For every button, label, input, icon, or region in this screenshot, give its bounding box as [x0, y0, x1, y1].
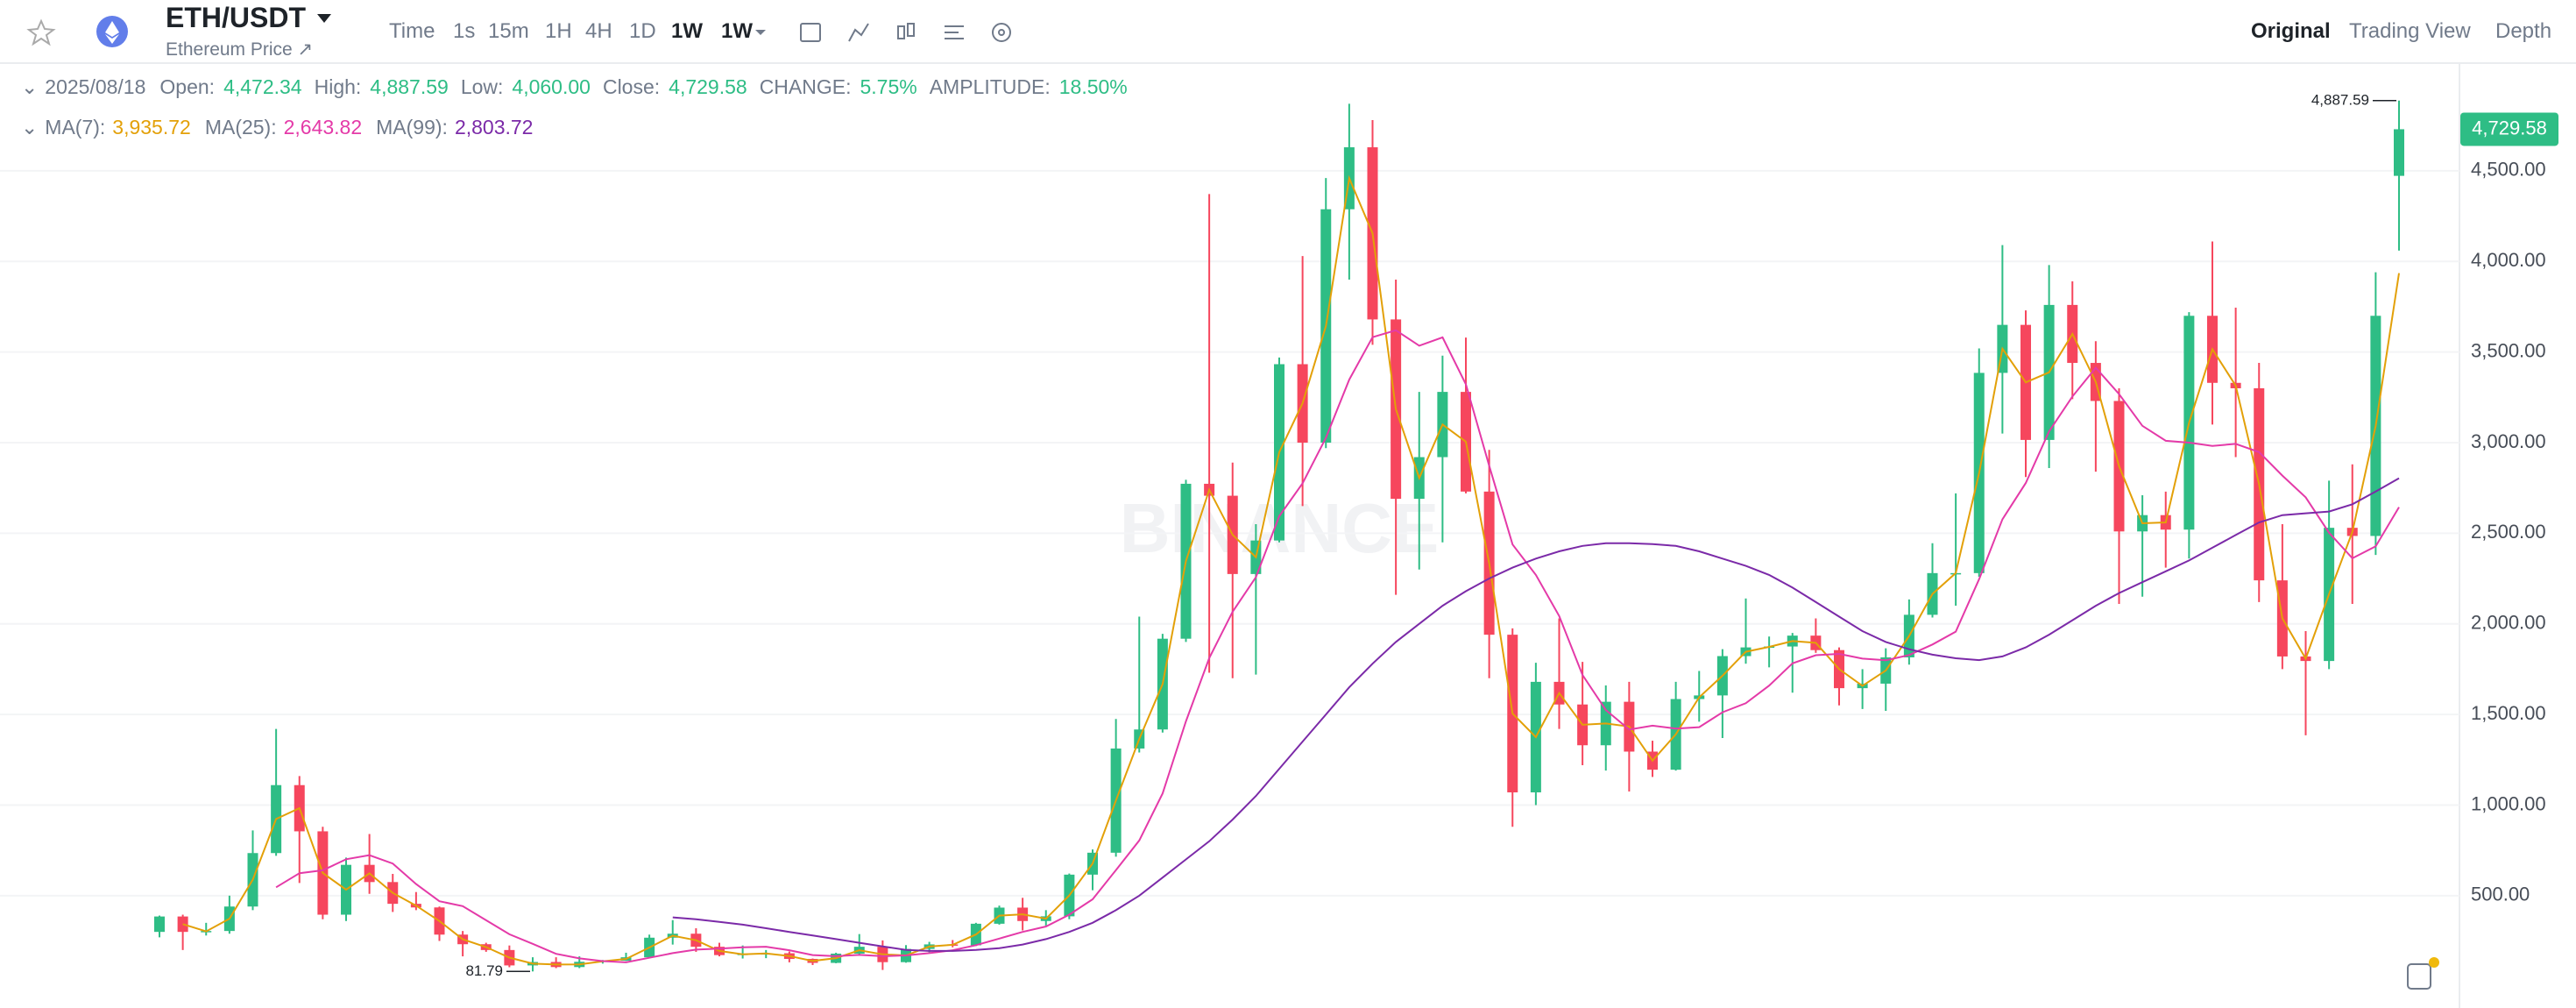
interval-select[interactable]: 1W	[721, 19, 753, 43]
icon-settings[interactable]	[998, 29, 1005, 36]
interval[interactable]: 1D	[629, 19, 656, 43]
collapse-icon[interactable]: ⌄	[21, 75, 39, 98]
legend-name: MA(99):	[376, 116, 448, 138]
info-value: 4,729.58	[669, 75, 747, 98]
info-value: 5.75%	[860, 75, 917, 98]
legend-value: 3,935.72	[112, 116, 191, 138]
candle-body	[154, 916, 165, 933]
icon-indicators[interactable]	[848, 23, 869, 42]
symbol-dropdown[interactable]	[317, 14, 331, 23]
y-tick-label: 500.00	[2471, 884, 2530, 905]
info-value: 4,887.59	[370, 75, 449, 98]
interval[interactable]: 1H	[545, 19, 572, 43]
info-label: High:	[314, 75, 362, 98]
ma-legend: ⌄ MA(7): 3,935.72 MA(25): 2,643.82 MA(99): 2,…	[21, 116, 547, 139]
y-tick-label: 3,500.00	[2471, 339, 2546, 361]
interval[interactable]: Time	[389, 19, 435, 43]
collapse-icon[interactable]: ⌄	[21, 116, 39, 138]
icon-chart-type[interactable]	[897, 25, 905, 39]
info-value: 4,472.34	[223, 75, 302, 98]
interval-dropdown[interactable]	[755, 30, 766, 35]
icon-settings[interactable]	[992, 23, 1011, 42]
view-tab[interactable]: Trading View	[2349, 19, 2471, 43]
interval[interactable]: 1s	[453, 19, 476, 43]
legend-value: 2,643.82	[283, 116, 363, 138]
info-label: Open:	[159, 75, 216, 98]
icon-calendar[interactable]	[800, 23, 821, 42]
eth-logo-mark	[105, 34, 119, 44]
info-value: 4,060.00	[512, 75, 591, 98]
symbol[interactable]: ETH/USDT	[166, 2, 306, 33]
view-tab[interactable]: Depth	[2495, 19, 2552, 43]
y-tick-label: 3,000.00	[2471, 430, 2546, 452]
y-tick-label: 4,500.00	[2471, 159, 2546, 181]
info-label: CHANGE:	[759, 75, 852, 98]
y-tick-label: 1,000.00	[2471, 792, 2546, 814]
annotation-label: 81.79	[465, 962, 503, 979]
y-tick-label: 2,500.00	[2471, 521, 2546, 543]
notes-dot	[2429, 957, 2439, 968]
icon-chart-type[interactable]	[907, 23, 915, 37]
legend-value: 2,803.72	[454, 116, 534, 138]
info-value: 18.50%	[1058, 75, 1128, 98]
ma-line	[275, 329, 2400, 963]
interval[interactable]: 15m	[488, 19, 529, 43]
y-tick-label: 1,500.00	[2471, 702, 2546, 724]
y-tick-label: 2,000.00	[2471, 612, 2546, 634]
eth-logo-mark	[105, 21, 119, 37]
date: 2025/08/18	[45, 75, 146, 98]
candle-body	[2394, 129, 2404, 176]
ma-line	[182, 174, 2400, 966]
y-tick-label: 4,000.00	[2471, 249, 2546, 271]
notes-icon[interactable]	[2407, 963, 2431, 990]
info-label: Close:	[602, 75, 661, 98]
legend-name: MA(7):	[45, 116, 106, 138]
info-label: Low:	[460, 75, 504, 98]
ma-line	[672, 477, 2400, 952]
legend-name: MA(25):	[204, 116, 277, 138]
interval-selected[interactable]: 1W	[671, 19, 703, 43]
view-tab[interactable]: Original	[2251, 19, 2331, 43]
info-label: AMPLITUDE:	[929, 75, 1051, 98]
last-price-label: 4,729.58	[2472, 117, 2547, 138]
favorite-star[interactable]	[26, 18, 56, 46]
annotation-label: 4,887.59	[2311, 91, 2369, 108]
ohlc-info: ⌄ 2025/08/18 Open: 4,472.34 High: 4,887.59…	[21, 75, 1140, 99]
last-price-badge	[2460, 112, 2558, 146]
interval[interactable]: 4H	[585, 19, 612, 43]
toolbar-icons	[800, 23, 1011, 42]
subtitle[interactable]: Ethereum Price ↗	[166, 39, 314, 60]
